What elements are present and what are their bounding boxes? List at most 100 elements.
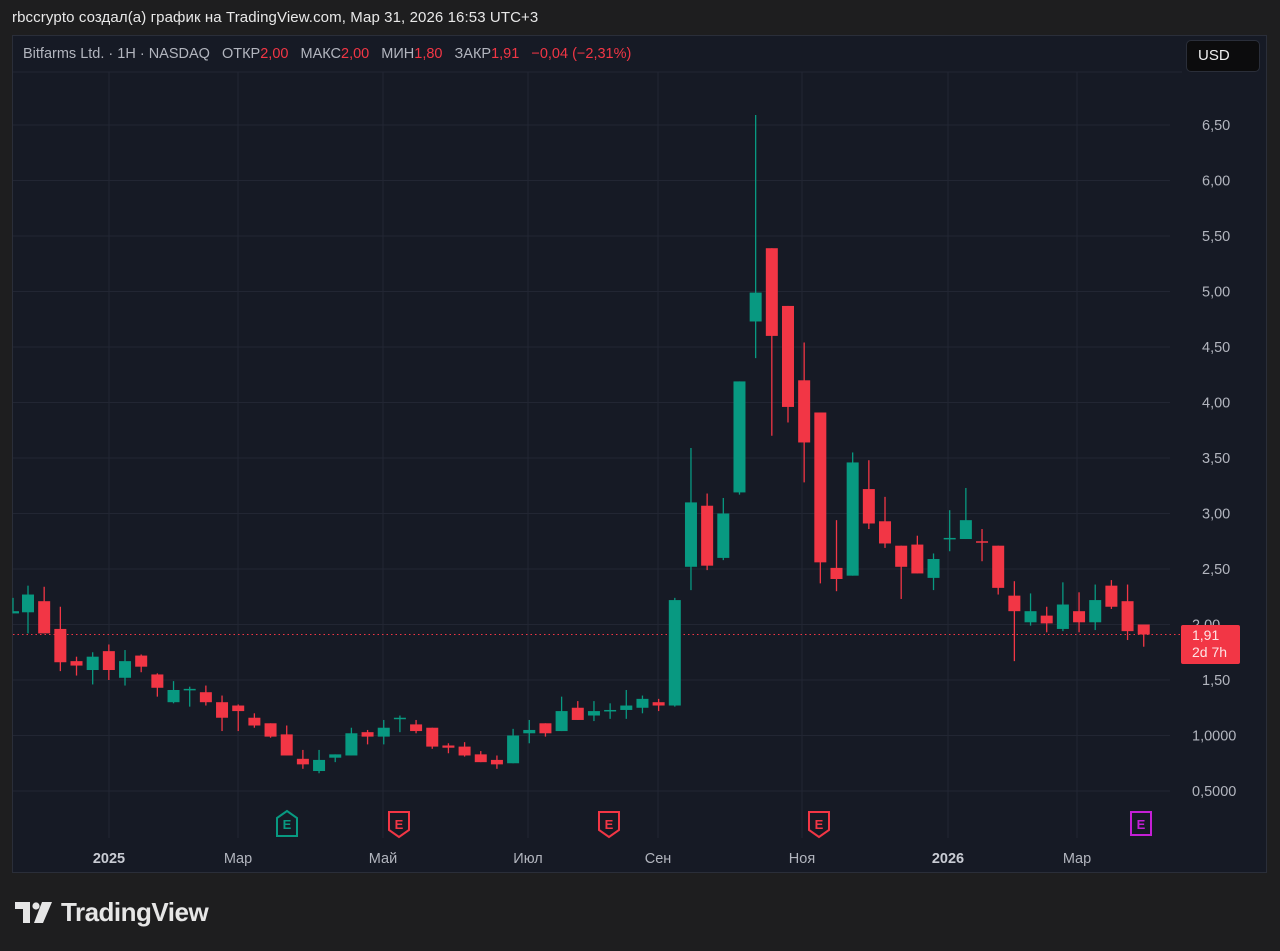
candle	[119, 650, 132, 686]
candle	[895, 545, 908, 599]
chart-grid	[13, 71, 1182, 838]
candle-body	[1040, 615, 1053, 624]
candle	[151, 673, 164, 697]
candle	[1008, 581, 1021, 662]
price-axis-label: 2,50	[1202, 562, 1230, 578]
candle-body	[70, 661, 83, 666]
candle-body	[604, 709, 617, 712]
candle	[38, 586, 51, 634]
earnings-marker-shape	[276, 809, 298, 837]
candle-body	[1073, 611, 1086, 623]
change-value: −0,04 (−2,31%)	[531, 46, 632, 62]
earnings-marker-icon[interactable]: E	[808, 811, 830, 839]
candle-body	[652, 702, 665, 706]
time-axis-label: 2025	[93, 851, 125, 867]
earnings-marker-label: E	[1137, 817, 1146, 832]
candle-body	[1137, 624, 1150, 635]
time-axis-label: Май	[369, 851, 397, 867]
candle-body	[911, 544, 924, 574]
candle-body	[54, 628, 67, 663]
candle-body	[1056, 604, 1069, 629]
candle	[717, 497, 730, 561]
price-axis-label: 4,50	[1202, 340, 1230, 356]
candle-body	[814, 412, 827, 563]
candle-body	[523, 729, 536, 734]
candle	[943, 510, 956, 552]
candle	[1121, 584, 1134, 641]
price-axis-label: 3,00	[1202, 507, 1230, 523]
earnings-marker-icon[interactable]: E	[598, 811, 620, 839]
candle	[70, 656, 83, 676]
price-axis-label: 1,50	[1202, 673, 1230, 689]
candle-body	[1089, 600, 1102, 623]
candle-body	[959, 520, 972, 540]
candle-body	[151, 674, 164, 688]
candle	[248, 713, 261, 728]
low-value: 1,80	[414, 46, 443, 62]
currency-button[interactable]: USD	[1186, 40, 1260, 72]
earnings-marker-label: E	[283, 817, 292, 832]
candle-body	[781, 305, 794, 407]
candle-body	[248, 717, 261, 726]
candle-body	[943, 537, 956, 540]
chart-panel[interactable]	[12, 35, 1267, 873]
close-value: 1,91	[491, 46, 520, 62]
high-label: МАКС	[300, 46, 342, 62]
candle-body	[1008, 595, 1021, 612]
candle-body	[22, 594, 34, 613]
candle-body	[798, 380, 811, 443]
candle-body	[264, 723, 277, 737]
candle-body	[749, 292, 762, 322]
candle-body	[636, 698, 649, 708]
candle	[216, 695, 229, 732]
candle	[232, 704, 245, 732]
candle	[442, 743, 455, 754]
candle	[135, 654, 148, 673]
candle-body	[329, 754, 342, 758]
candle	[911, 535, 924, 574]
candle-body	[733, 381, 746, 493]
candle-body	[862, 489, 875, 524]
candle	[1056, 582, 1069, 632]
candle	[345, 727, 358, 756]
candle	[620, 689, 633, 719]
bar-countdown: 2d 7h	[1192, 644, 1228, 660]
earnings-marker-icon[interactable]: E	[388, 811, 410, 839]
candle	[12, 597, 19, 614]
candle-body	[830, 567, 843, 579]
candle-body	[1024, 611, 1037, 623]
candle-body	[1121, 601, 1134, 632]
price-axis-label: 5,50	[1202, 229, 1230, 245]
candle-body	[13, 611, 19, 614]
candle	[976, 529, 989, 562]
time-axis[interactable]: 2025 Мар Май Июл Сен Ноя 2026 Мар	[93, 851, 1091, 867]
open-value: 2,00	[260, 46, 289, 62]
symbol-title[interactable]: Bitfarms Ltd. · 1H · NASDAQ	[23, 46, 210, 62]
candle	[1137, 624, 1150, 647]
earnings-marker-icon[interactable]: E	[1130, 811, 1152, 836]
candle	[490, 755, 503, 769]
earnings-marker-label: E	[815, 817, 824, 832]
candle	[1024, 593, 1037, 626]
candle	[733, 381, 746, 495]
price-axis[interactable]: 6,506,005,505,004,504,003,503,002,502,00…	[1192, 118, 1236, 800]
candle	[54, 606, 67, 672]
candle	[523, 719, 536, 744]
candle	[571, 701, 584, 720]
earnings-marker-shape	[808, 811, 830, 839]
price-axis-label: 6,50	[1202, 118, 1230, 134]
candle	[199, 685, 212, 706]
candle	[587, 701, 600, 722]
candle-body	[976, 541, 989, 543]
candle	[410, 719, 423, 734]
earnings-marker-icon[interactable]: E	[276, 809, 298, 837]
candle	[992, 545, 1005, 595]
tradingview-logo[interactable]: TradingView	[15, 897, 209, 928]
last-price-value: 1,91	[1192, 627, 1220, 643]
candle	[393, 715, 406, 733]
candle-body	[442, 745, 455, 748]
price-axis-label: 4,00	[1202, 396, 1230, 412]
candle-body	[587, 711, 600, 716]
tradingview-logo-icon	[15, 901, 52, 923]
